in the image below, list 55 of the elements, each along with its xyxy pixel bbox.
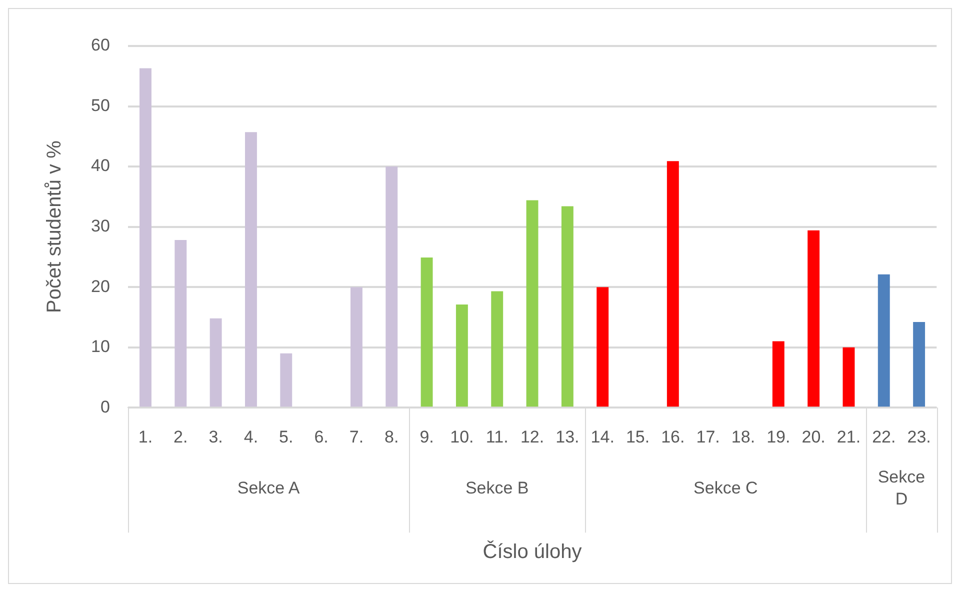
text: Sekce C <box>694 478 758 498</box>
x-tick-label: 11. <box>486 427 508 446</box>
text: Sekce B <box>465 478 529 498</box>
x-tick-label: 15. <box>626 427 650 446</box>
x-tick-label: 21. <box>836 427 861 446</box>
x-axis-title: Číslo úlohy <box>482 540 582 564</box>
x-tick-label: 20. <box>802 427 826 446</box>
text: Sekce A <box>237 478 300 498</box>
y-tick-label: 60 <box>90 36 110 55</box>
bar <box>913 322 926 407</box>
bar <box>491 291 504 407</box>
x-tick-label: 18. <box>731 427 756 446</box>
text: Sekce D <box>878 467 926 508</box>
bar <box>772 341 784 407</box>
x-tick-label: 23. <box>907 427 931 446</box>
x-tick-label: 4. <box>244 427 258 446</box>
bar <box>808 230 820 407</box>
x-tick-label: 12. <box>520 427 544 446</box>
x-tick-label: 5. <box>279 427 294 446</box>
x-tick-label: 8. <box>384 427 399 446</box>
bar <box>878 274 890 407</box>
x-tick-label: 6. <box>314 427 328 446</box>
bar <box>842 347 855 407</box>
bar <box>456 304 468 407</box>
x-tick-label: 16. <box>661 427 685 446</box>
x-tick-label: 13. <box>556 427 580 446</box>
y-tick-label: 0 <box>100 397 110 416</box>
bar <box>666 161 679 407</box>
bar <box>596 287 609 407</box>
bar <box>350 287 362 407</box>
y-tick-label: 50 <box>90 96 110 115</box>
x-tick-label: 14. <box>590 427 614 446</box>
bar <box>386 166 398 407</box>
bar <box>174 240 187 407</box>
bar <box>561 206 574 407</box>
bar <box>280 353 292 407</box>
y-tick-label: 10 <box>90 337 110 356</box>
bar <box>526 200 538 407</box>
x-tick-label: 17. <box>696 427 720 446</box>
x-tick-label: 9. <box>420 427 434 446</box>
x-tick-label: 1. <box>138 427 153 446</box>
x-tick-label: 2. <box>174 427 188 446</box>
bar <box>420 258 433 407</box>
bar <box>210 318 222 407</box>
y-axis-title: Počet studentů v % <box>44 140 66 313</box>
x-tick-label: 10. <box>450 427 474 446</box>
y-tick-label: 40 <box>90 156 110 176</box>
x-tick-label: 22. <box>872 427 896 446</box>
x-tick-label: 7. <box>349 427 364 446</box>
bar <box>245 132 257 407</box>
x-tick-label: 19. <box>766 427 790 446</box>
bar <box>140 68 152 407</box>
y-tick-label: 30 <box>90 216 110 236</box>
x-tick-label: 3. <box>208 427 223 446</box>
y-tick-label: 20 <box>90 276 110 296</box>
